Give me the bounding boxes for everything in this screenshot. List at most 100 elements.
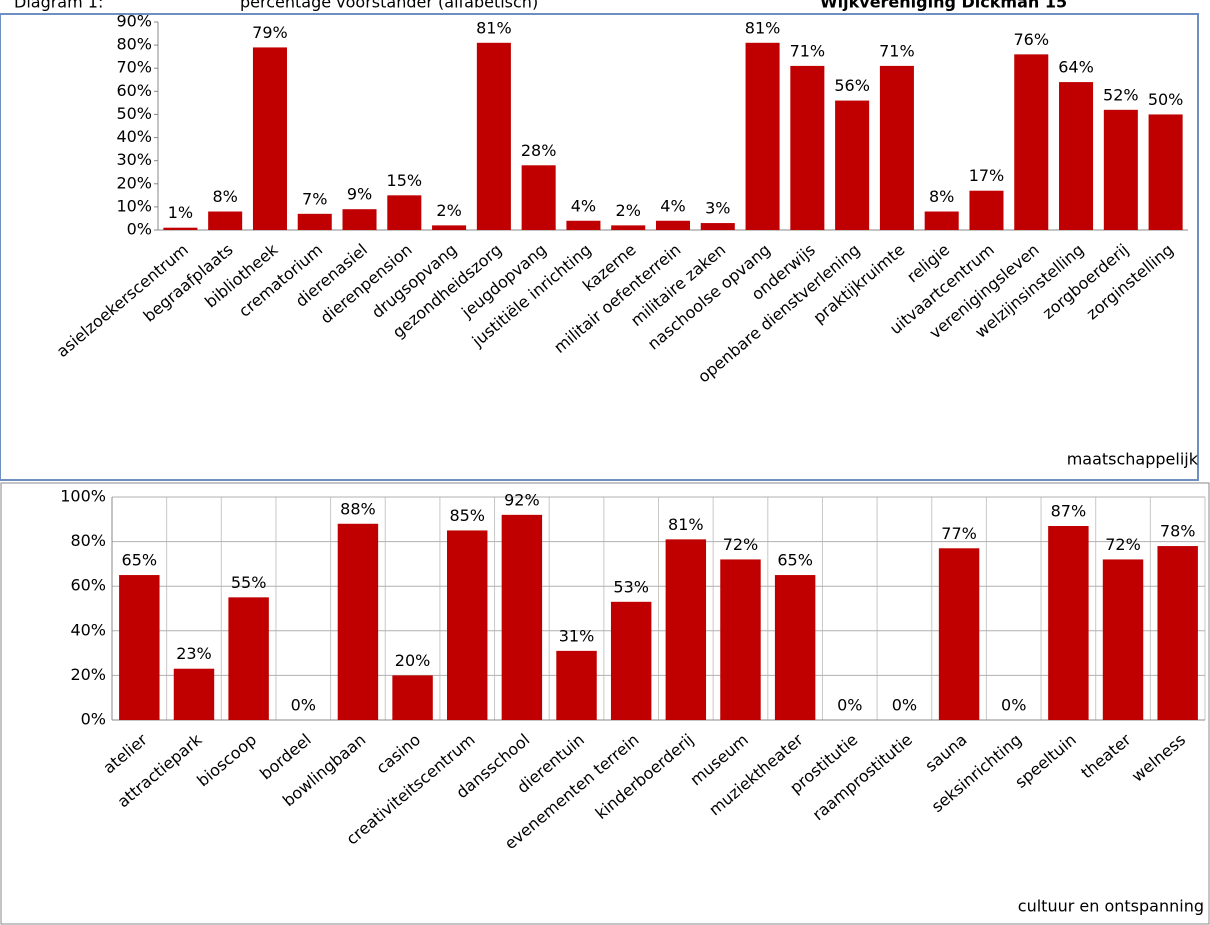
value-label: 4% (660, 196, 685, 215)
value-label: 55% (231, 573, 267, 592)
y-tick-label: 20% (116, 173, 152, 192)
value-label: 56% (834, 76, 870, 95)
y-tick-label: 70% (116, 58, 152, 77)
value-label: 8% (929, 187, 954, 206)
value-label: 2% (616, 201, 641, 220)
y-tick-label: 90% (116, 12, 152, 31)
bar (790, 65, 825, 231)
y-tick-label: 10% (116, 196, 152, 215)
bar (228, 597, 269, 720)
value-label: 65% (122, 551, 158, 570)
value-label: 81% (745, 18, 781, 37)
value-label: 4% (571, 196, 596, 215)
bar (297, 213, 332, 230)
top-panel (0, 13, 1199, 481)
value-label: 8% (212, 187, 237, 206)
value-label: 7% (302, 189, 327, 208)
value-label: 85% (449, 506, 485, 525)
y-tick-label: 80% (70, 531, 106, 550)
header-right: Wijkvereniging Dickman 15 (820, 0, 1067, 12)
y-tick-label: 100% (60, 487, 106, 506)
bar (969, 190, 1004, 230)
bar (337, 523, 379, 720)
y-tick-label: 0% (81, 710, 106, 729)
header-left: Diagram 1: (14, 0, 103, 12)
bar (1102, 559, 1144, 720)
value-label: 71% (879, 41, 915, 60)
value-label: 3% (705, 199, 730, 218)
bar (1014, 54, 1049, 230)
panel-label: maatschappelijk (1067, 450, 1199, 469)
bar (392, 675, 433, 720)
y-tick-label: 50% (116, 104, 152, 123)
y-tick-label: 60% (116, 81, 152, 100)
bar (119, 575, 160, 720)
bar (720, 559, 761, 720)
y-tick-label: 30% (116, 150, 152, 169)
value-label: 0% (1001, 696, 1026, 715)
value-label: 20% (395, 651, 431, 670)
y-tick-label: 0% (127, 220, 152, 239)
value-label: 64% (1058, 58, 1094, 77)
value-label: 87% (1051, 501, 1087, 520)
bar (700, 223, 735, 230)
value-label: 76% (1013, 30, 1049, 49)
bar (342, 209, 377, 230)
value-label: 53% (613, 577, 649, 596)
bar (774, 575, 816, 720)
y-tick-label: 80% (116, 35, 152, 54)
bar (745, 42, 780, 230)
value-label: 52% (1103, 85, 1139, 104)
value-label: 72% (723, 535, 759, 554)
bar (1148, 114, 1183, 230)
value-label: 71% (790, 41, 826, 60)
bar (432, 225, 467, 230)
value-label: 9% (347, 185, 372, 204)
bar (208, 211, 243, 230)
value-label: 65% (777, 551, 813, 570)
value-label: 79% (252, 23, 288, 42)
y-tick-label: 60% (70, 576, 106, 595)
bar (1048, 525, 1089, 720)
value-label: 31% (559, 626, 595, 645)
bar (173, 668, 215, 720)
value-label: 15% (387, 171, 423, 190)
bar (1103, 109, 1138, 230)
bar (879, 65, 914, 231)
y-tick-label: 40% (116, 127, 152, 146)
value-label: 78% (1160, 522, 1196, 541)
bar (387, 195, 422, 230)
value-label: 77% (941, 524, 977, 543)
y-tick-label: 20% (70, 665, 106, 684)
value-label: 23% (176, 644, 212, 663)
panel-label: cultuur en ontspanning (1018, 897, 1204, 916)
bar (252, 47, 287, 230)
value-label: 0% (892, 696, 917, 715)
value-label: 0% (291, 696, 316, 715)
bar (501, 514, 543, 720)
bar (611, 225, 646, 230)
value-label: 88% (340, 499, 376, 518)
header-middle: percentage voorstander (alfabetisch) (240, 0, 538, 12)
bar (665, 539, 707, 720)
value-label: 1% (168, 203, 193, 222)
value-label: 50% (1148, 90, 1184, 109)
bar (566, 220, 601, 230)
value-label: 28% (521, 141, 557, 160)
value-label: 92% (504, 490, 540, 509)
value-label: 81% (668, 515, 704, 534)
bar (938, 548, 980, 720)
bar (835, 100, 870, 230)
value-label: 2% (436, 201, 461, 220)
value-label: 0% (837, 696, 862, 715)
y-tick-label: 40% (70, 620, 106, 639)
bar (476, 42, 511, 230)
value-label: 81% (476, 18, 512, 37)
value-label: 17% (969, 166, 1005, 185)
bar (556, 650, 597, 720)
bar (655, 220, 691, 230)
value-label: 72% (1105, 535, 1141, 554)
bar (163, 227, 198, 230)
bar (521, 165, 556, 230)
